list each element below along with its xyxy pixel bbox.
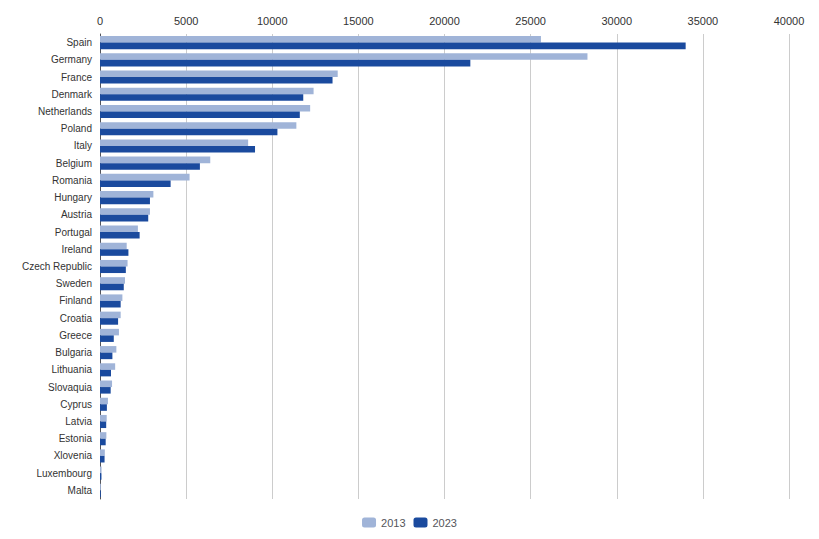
svg-text:Bulgaria: Bulgaria <box>55 347 92 358</box>
svg-text:Cyprus: Cyprus <box>60 399 92 410</box>
svg-text:Slovaquia: Slovaquia <box>48 382 92 393</box>
svg-text:Poland: Poland <box>61 123 92 134</box>
svg-text:Lithuania: Lithuania <box>51 364 92 375</box>
svg-text:15000: 15000 <box>343 15 374 27</box>
svg-text:Belgium: Belgium <box>56 158 92 169</box>
svg-text:Croatia: Croatia <box>60 313 93 324</box>
svg-text:25000: 25000 <box>515 15 546 27</box>
svg-text:Spain: Spain <box>66 37 92 48</box>
svg-text:40000: 40000 <box>774 15 805 27</box>
svg-text:Czech Republic: Czech Republic <box>22 261 92 272</box>
svg-text:Germany: Germany <box>51 54 92 65</box>
svg-text:20000: 20000 <box>429 15 460 27</box>
svg-text:Denmark: Denmark <box>51 89 93 100</box>
svg-text:Romania: Romania <box>52 175 92 186</box>
svg-text:5000: 5000 <box>174 15 198 27</box>
svg-text:France: France <box>61 72 93 83</box>
svg-text:2013: 2013 <box>381 517 405 529</box>
svg-text:Ireland: Ireland <box>61 244 92 255</box>
svg-text:Xlovenia: Xlovenia <box>54 450 93 461</box>
svg-text:Netherlands: Netherlands <box>38 106 92 117</box>
svg-text:Latvia: Latvia <box>65 416 92 427</box>
svg-text:Sweden: Sweden <box>56 278 92 289</box>
svg-text:Estonia: Estonia <box>59 433 93 444</box>
svg-text:2023: 2023 <box>433 517 457 529</box>
svg-text:0: 0 <box>97 15 103 27</box>
svg-text:Portugal: Portugal <box>55 227 92 238</box>
svg-text:Finland: Finland <box>59 295 92 306</box>
svg-text:Greece: Greece <box>59 330 92 341</box>
svg-text:35000: 35000 <box>688 15 719 27</box>
svg-text:Malta: Malta <box>68 485 93 496</box>
svg-text:Italy: Italy <box>74 140 92 151</box>
svg-text:Austria: Austria <box>61 209 93 220</box>
svg-text:Luxembourg: Luxembourg <box>36 468 92 479</box>
svg-text:Hungary: Hungary <box>54 192 92 203</box>
svg-text:30000: 30000 <box>601 15 632 27</box>
svg-text:10000: 10000 <box>257 15 288 27</box>
